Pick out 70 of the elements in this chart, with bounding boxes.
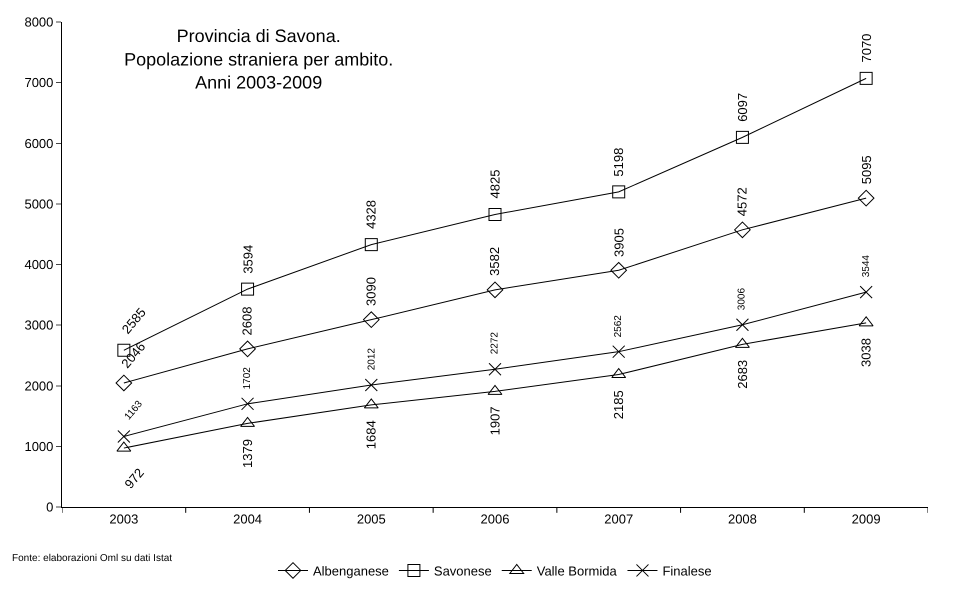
data-label: 2012 xyxy=(366,348,378,370)
y-tick-label: 4000 xyxy=(24,257,54,272)
point xyxy=(736,318,749,332)
legend-label: Savonese xyxy=(434,564,492,579)
data-label: 5095 xyxy=(859,155,874,184)
y-tick-label: 8000 xyxy=(24,14,54,30)
data-label: 2683 xyxy=(735,360,750,389)
text: Provincia di Savona. Popolazione straniera per ambito. Anni 2003-2009 xyxy=(124,26,394,93)
y-tick-label: 5000 xyxy=(24,196,54,212)
data-label: 3006 xyxy=(736,288,748,310)
point xyxy=(858,190,874,206)
data-label: 972 xyxy=(121,465,147,492)
point xyxy=(735,338,750,348)
data-label: 2608 xyxy=(240,306,255,336)
y-tick-label: 6000 xyxy=(24,136,54,151)
point xyxy=(364,238,378,252)
data-label: 1907 xyxy=(488,406,503,436)
data-label: 2185 xyxy=(611,390,626,420)
point xyxy=(488,362,502,376)
data-label: 1684 xyxy=(363,420,378,450)
y-tick-label: 0 xyxy=(46,500,54,515)
point xyxy=(736,130,749,144)
data-label: 3594 xyxy=(240,244,256,274)
point xyxy=(364,378,378,392)
data-label: 7070 xyxy=(858,34,874,63)
x-tick-label: 2003 xyxy=(109,512,138,527)
point xyxy=(612,185,626,198)
point xyxy=(860,286,873,299)
x-tick-label: 2009 xyxy=(852,512,881,527)
x-tick-label: 2006 xyxy=(480,512,510,527)
data-label: 3038 xyxy=(858,338,874,367)
y-tick-label: 2000 xyxy=(24,378,54,394)
point xyxy=(734,222,751,238)
point xyxy=(488,384,502,395)
point xyxy=(486,282,504,298)
data-label: 2272 xyxy=(490,332,501,354)
point xyxy=(488,208,502,221)
point xyxy=(239,340,256,358)
data-label: 1702 xyxy=(242,366,253,390)
legend-label: Finalese xyxy=(662,564,712,579)
point xyxy=(362,311,380,328)
x-tick-label: 2008 xyxy=(728,512,757,527)
y-tick-label: 3000 xyxy=(24,318,54,333)
x-tick-label: 2004 xyxy=(233,512,262,527)
data-label: 5198 xyxy=(610,148,626,177)
data-label: 6097 xyxy=(735,92,750,122)
point xyxy=(612,345,626,358)
data-label: 2562 xyxy=(613,314,624,338)
y-tick-label: 1000 xyxy=(24,438,54,454)
data-label: 4328 xyxy=(364,200,379,229)
point xyxy=(241,282,254,296)
point xyxy=(240,416,255,427)
point xyxy=(241,397,254,410)
point xyxy=(117,430,130,443)
point xyxy=(860,72,873,85)
legend-label: Albenganese xyxy=(313,564,389,579)
data-label: 4572 xyxy=(734,187,750,216)
legend-label: Valle Bormida xyxy=(536,564,618,579)
point xyxy=(610,262,628,279)
data-label: 3090 xyxy=(364,277,379,306)
data-label: 3544 xyxy=(860,254,872,278)
x-tick-label: 2007 xyxy=(604,512,634,527)
x-tick-label: 2005 xyxy=(356,512,386,527)
data-label: 1379 xyxy=(240,439,256,468)
data-label: 3905 xyxy=(611,228,626,257)
source-note: Fonte: elaborazioni Oml su dati Istat xyxy=(12,553,172,564)
point xyxy=(116,374,132,392)
data-label: 4825 xyxy=(488,170,503,198)
data-label: 3582 xyxy=(487,246,502,276)
y-tick-label: 7000 xyxy=(24,75,54,90)
